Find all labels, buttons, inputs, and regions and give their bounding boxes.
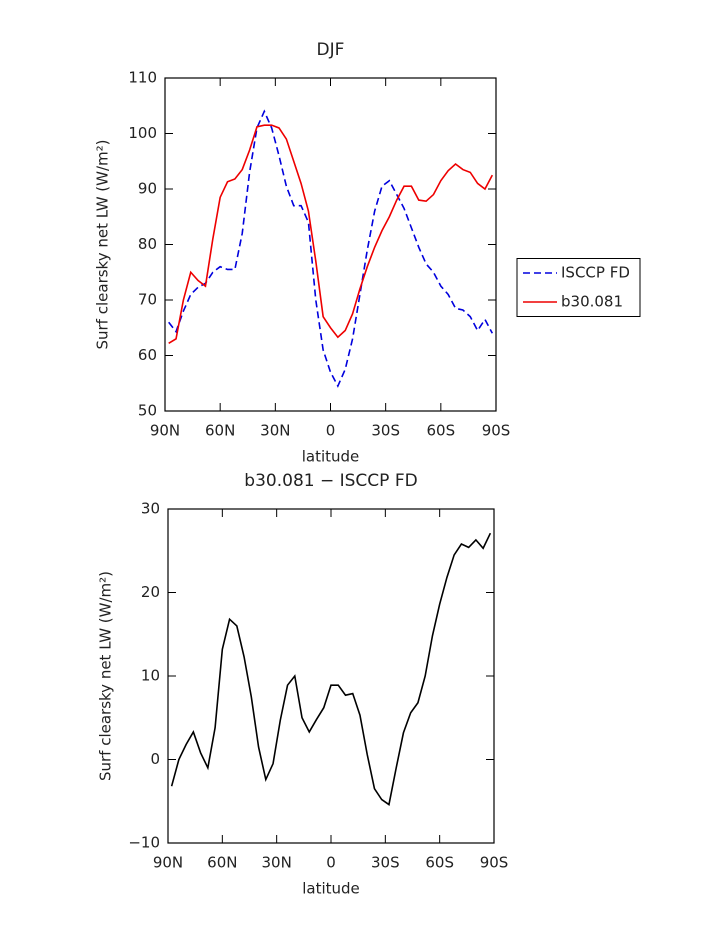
x-tick-label: 30N bbox=[262, 854, 292, 872]
x-tick-label: 60N bbox=[205, 422, 235, 440]
x-axis-label: latitude bbox=[302, 880, 360, 898]
chart-title: b30.081 − ISCCP FD bbox=[244, 471, 417, 491]
y-tick-label: 110 bbox=[128, 69, 157, 87]
x-tick-label: 90S bbox=[480, 854, 509, 872]
y-tick-label: 0 bbox=[150, 750, 160, 768]
x-axis-label: latitude bbox=[302, 448, 360, 466]
y-tick-label: 20 bbox=[141, 583, 160, 601]
y-tick-label: 10 bbox=[141, 667, 160, 685]
x-tick-label: 90N bbox=[150, 422, 180, 440]
legend-label: b30.081 bbox=[561, 293, 623, 311]
y-tick-label: 90 bbox=[138, 180, 157, 198]
y-tick-label: 30 bbox=[141, 500, 160, 518]
data-line bbox=[168, 124, 494, 344]
y-axis-label: Surf clearsky net LW (W/m²) bbox=[97, 571, 115, 781]
data-line bbox=[168, 109, 494, 388]
x-tick-label: 60S bbox=[425, 854, 454, 872]
x-tick-label: 0 bbox=[326, 422, 336, 440]
y-tick-label: −10 bbox=[128, 834, 160, 852]
chart-title: DJF bbox=[317, 40, 345, 60]
y-tick-label: 60 bbox=[138, 346, 157, 364]
x-tick-label: 60N bbox=[207, 854, 237, 872]
y-tick-label: 100 bbox=[128, 124, 157, 142]
x-tick-label: 60S bbox=[427, 422, 456, 440]
x-tick-label: 30N bbox=[260, 422, 290, 440]
x-tick-label: 30S bbox=[371, 854, 400, 872]
x-tick-label: 90N bbox=[153, 854, 183, 872]
x-tick-label: 90S bbox=[482, 422, 511, 440]
plot-frame bbox=[167, 508, 495, 844]
y-axis-label: Surf clearsky net LW (W/m²) bbox=[94, 139, 112, 349]
y-tick-label: 80 bbox=[138, 235, 157, 253]
y-tick-label: 70 bbox=[138, 291, 157, 309]
x-tick-label: 30S bbox=[371, 422, 400, 440]
y-tick-label: 50 bbox=[138, 402, 157, 420]
data-line bbox=[170, 532, 492, 806]
legend-box bbox=[516, 258, 641, 317]
legend-label: ISCCP FD bbox=[561, 264, 630, 282]
plot-frame bbox=[164, 77, 497, 412]
x-tick-label: 0 bbox=[326, 854, 336, 872]
